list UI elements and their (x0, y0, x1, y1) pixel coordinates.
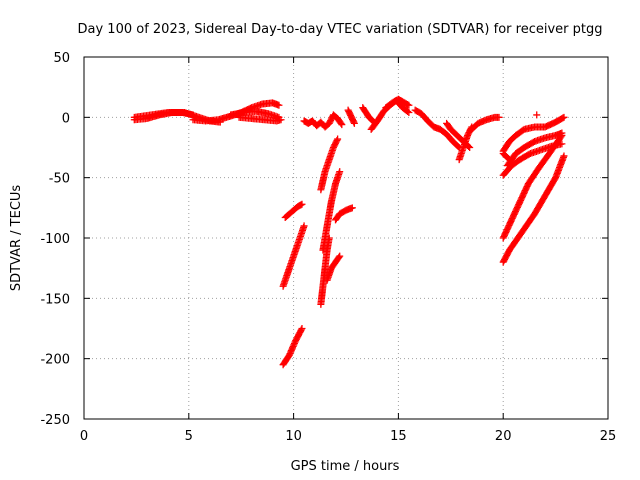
data-points (130, 95, 568, 369)
chart-title: Day 100 of 2023, Sidereal Day-to-day VTE… (78, 22, 603, 37)
series-arc-29 (499, 150, 513, 164)
y-tick-label: -50 (49, 172, 70, 187)
series-arc-5 (235, 113, 285, 125)
plot-frame (83, 56, 609, 420)
series-arc-8 (279, 325, 306, 369)
series-arc-22 (468, 113, 503, 133)
data-point (325, 234, 333, 242)
data-point (350, 119, 358, 127)
x-tick-label: 0 (80, 429, 88, 444)
x-tick-label: 15 (390, 429, 407, 444)
series-arc-7 (279, 222, 308, 290)
series-arc-27 (503, 129, 566, 170)
axis-ticks: 0 5 10 15 20 25 -250 -200 -150 -100 -50 0 50 (40, 51, 616, 444)
data-point (335, 253, 343, 261)
series-arc-19 (411, 106, 463, 151)
data-point (560, 113, 568, 121)
series-arc-28 (533, 111, 541, 119)
data-point (466, 144, 474, 151)
series-arc-9 (300, 111, 346, 131)
data-point (348, 204, 356, 212)
data-point (336, 168, 344, 176)
data-point (338, 121, 346, 129)
series-arc-6 (281, 200, 306, 221)
data-point (404, 101, 412, 109)
data-point (559, 114, 567, 122)
data-point (298, 325, 306, 332)
series-arc-25 (499, 131, 566, 242)
x-tick-label: 20 (495, 429, 512, 444)
data-point (275, 101, 283, 109)
x-tick-label: 25 (600, 429, 617, 444)
data-point (495, 113, 503, 121)
data-point (558, 140, 566, 148)
series-arc-13 (323, 252, 344, 284)
x-tick-label: 10 (285, 429, 302, 444)
y-tick-label: 50 (53, 51, 70, 66)
data-point (504, 155, 512, 163)
data-point (533, 111, 541, 119)
y-tick-label: -150 (40, 292, 70, 307)
y-tick-label: -250 (40, 413, 70, 428)
data-point (333, 136, 341, 144)
y-tick-label: -200 (40, 353, 70, 368)
data-point (560, 152, 568, 160)
series-arc-18 (382, 95, 413, 112)
series-arc-10 (317, 135, 342, 194)
data-point (277, 116, 285, 124)
y-tick-label: 0 (62, 111, 70, 126)
data-point (297, 326, 305, 334)
data-point (336, 252, 344, 260)
series-arc-14 (332, 204, 356, 224)
x-tick-label: 5 (185, 429, 193, 444)
data-point (298, 200, 306, 208)
series-arc-15 (344, 106, 358, 127)
data-point (337, 119, 345, 127)
y-tick-label: -100 (40, 232, 70, 247)
data-point (405, 101, 413, 109)
data-point (405, 109, 413, 117)
data-point (558, 129, 566, 137)
series-arc-11 (319, 168, 344, 254)
data-point (334, 135, 342, 143)
series-arc-26 (499, 152, 568, 266)
x-axis-label: GPS time / hours (291, 459, 400, 474)
y-axis-label: SDTVAR / TECUs (9, 185, 24, 292)
data-point (300, 222, 308, 230)
series-arc-23 (499, 113, 568, 155)
data-point (505, 156, 513, 164)
data-point (404, 108, 412, 116)
